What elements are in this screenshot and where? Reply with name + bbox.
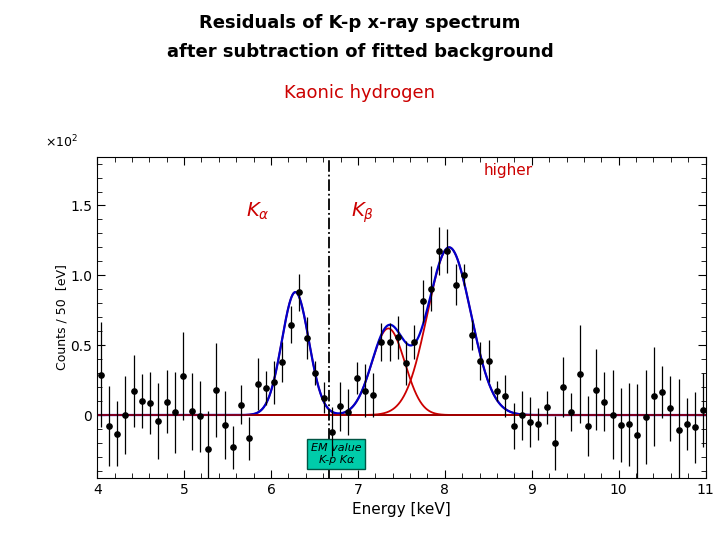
X-axis label: Energy [keV]: Energy [keV] (352, 502, 451, 517)
Text: after subtraction of fitted background: after subtraction of fitted background (166, 43, 554, 61)
Text: Residuals of K-p x-ray spectrum: Residuals of K-p x-ray spectrum (199, 14, 521, 31)
Text: EM value
K-p Kα: EM value K-p Kα (311, 443, 361, 465)
Text: Kaonic hydrogen: Kaonic hydrogen (284, 84, 436, 102)
Text: $\times 10^2$: $\times 10^2$ (45, 133, 78, 150)
Y-axis label: Counts / 50  [eV]: Counts / 50 [eV] (56, 264, 69, 370)
Text: $K_\beta$: $K_\beta$ (351, 200, 374, 225)
Text: $K_\alpha$: $K_\alpha$ (246, 201, 270, 222)
Text: higher: higher (484, 163, 533, 178)
